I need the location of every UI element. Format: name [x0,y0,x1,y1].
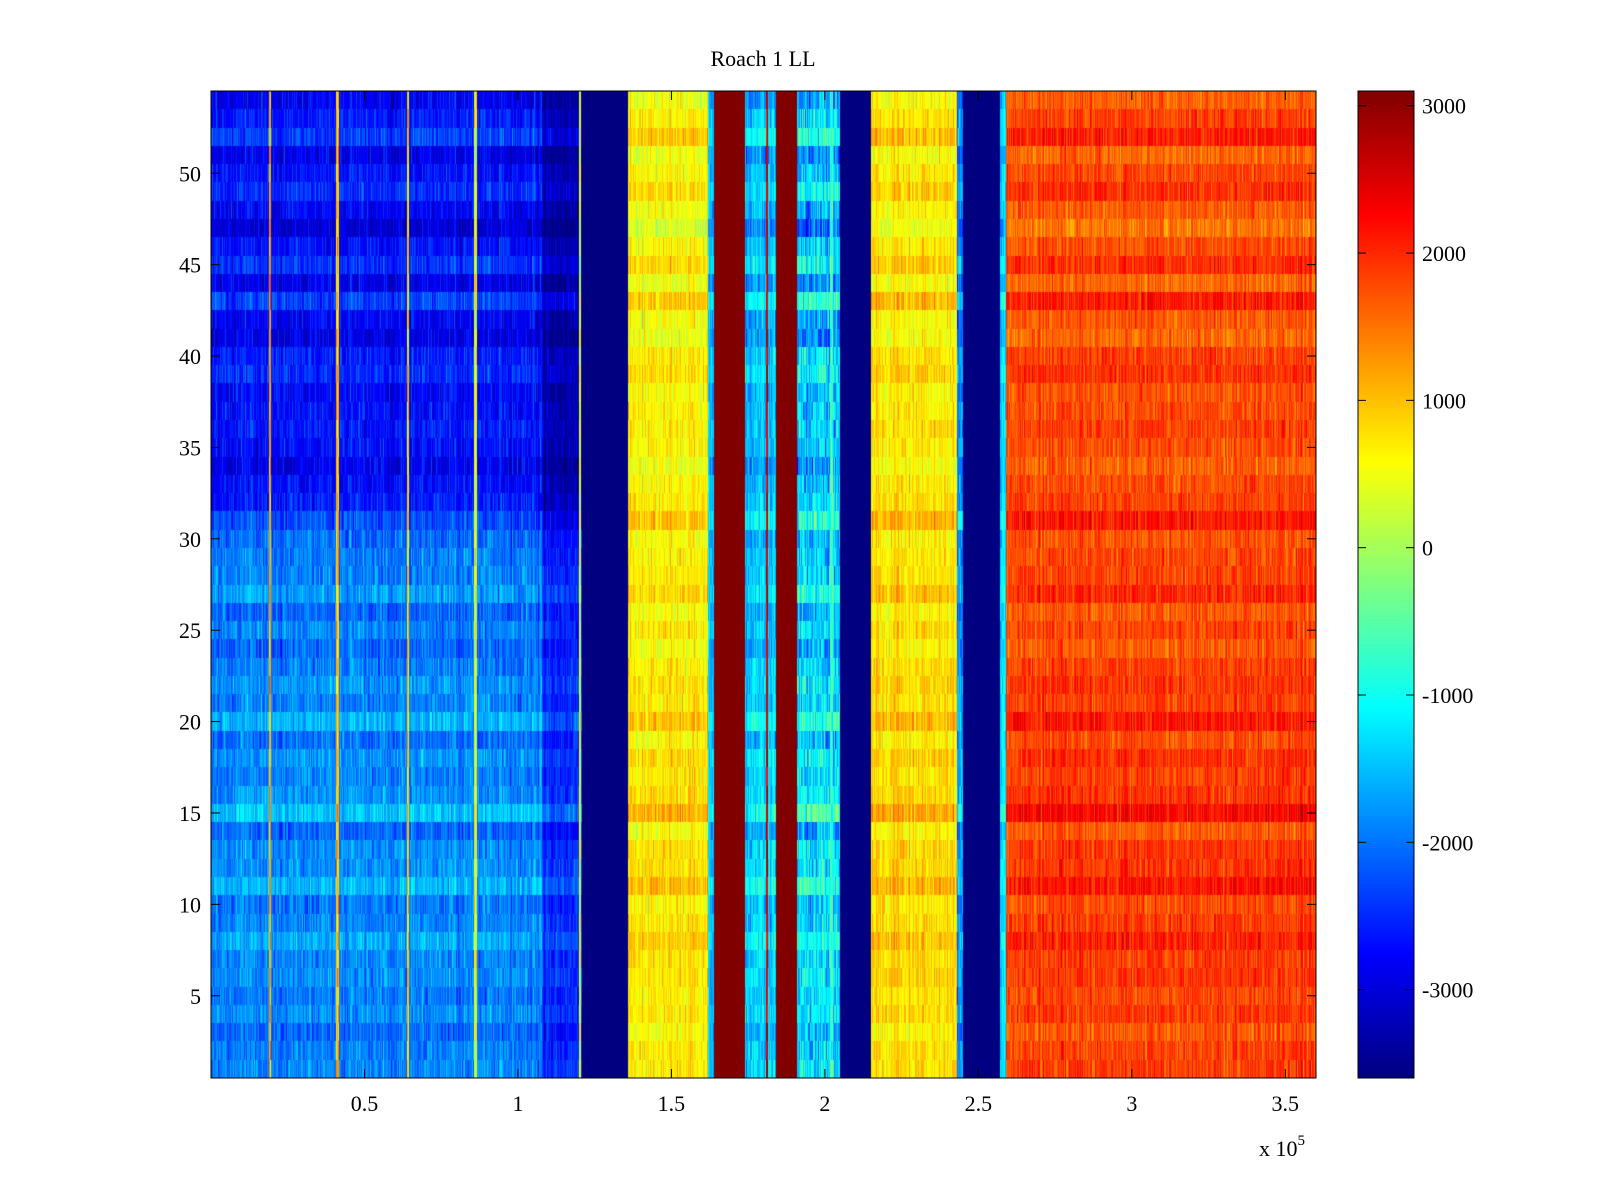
y-tick-label: 35 [179,435,201,460]
y-tick-label: 45 [179,253,201,278]
x-multiplier-exponent: 5 [1298,1133,1306,1149]
y-tick-label: 5 [190,984,201,1009]
colorbar-tick-label: -3000 [1422,978,1473,1003]
y-tick-label: 25 [179,618,201,643]
x-tick-label: 2.5 [965,1091,993,1116]
colorbar-tick-label: -2000 [1422,830,1473,855]
x-multiplier-prefix: x 10 [1259,1136,1298,1161]
y-tick-label: 15 [179,801,201,826]
colorbar-tick-label: 0 [1422,536,1433,561]
x-tick-label: 0.5 [351,1091,379,1116]
heatmap-image [211,91,1316,1078]
x-tick-label: 2 [819,1091,830,1116]
colorbar-frame [1357,90,1415,1079]
x-tick-label: 1.5 [658,1091,686,1116]
x-tick-label: 3.5 [1272,1091,1300,1116]
x-multiplier-label: x 105 [1259,1133,1305,1161]
colorbar-tick-label: -1000 [1422,683,1473,708]
colorbar-gradient [1358,91,1414,1078]
y-tick-label: 50 [179,161,201,186]
colorbar-tick-label: 3000 [1422,94,1466,119]
y-tick-label: 40 [179,344,201,369]
x-axis-ticks: 0.5 1 1.5 2 2.5 3 3.5 [351,91,1299,1116]
x-tick-label: 3 [1126,1091,1137,1116]
plot-frame [210,90,1317,1079]
x-tick-label: 1 [512,1091,523,1116]
colorbar-tick-label: 2000 [1422,241,1466,266]
colorbar-tick-label: 1000 [1422,388,1466,413]
y-tick-label: 10 [179,892,201,917]
y-axis-ticks: 5 10 15 20 25 30 35 40 45 50 [179,161,1316,1009]
chart-title: Roach 1 LL [710,46,815,71]
y-tick-label: 20 [179,710,201,735]
colorbar-ticks: 3000 2000 1000 0 -1000 -2000 -3000 [1358,94,1473,1003]
y-tick-label: 30 [179,527,201,552]
